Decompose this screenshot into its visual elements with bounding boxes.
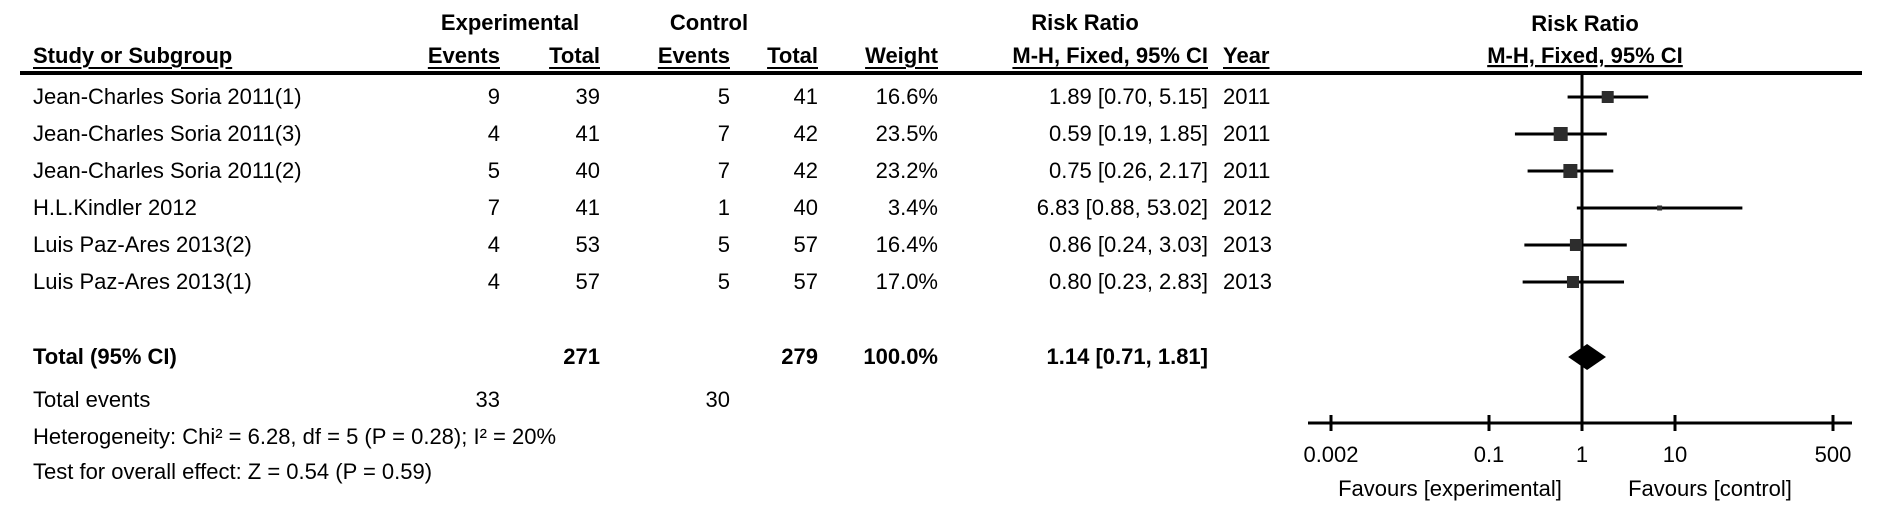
plot-header-risk-ratio: Risk Ratio <box>1531 11 1639 36</box>
overall-effect-line: Test for overall effect: Z = 0.54 (P = 0… <box>33 459 433 484</box>
cell-ctrl-total: 57 <box>793 231 818 257</box>
col-header-ctrl-events: Events <box>657 43 730 68</box>
total-ctrl-total: 279 <box>781 344 818 369</box>
effect-square <box>1601 91 1614 103</box>
cell-exp-total: 41 <box>575 194 600 220</box>
cell-exp-total: 39 <box>575 83 600 109</box>
cell-weight: 17.0% <box>875 268 938 294</box>
cell-exp-total: 40 <box>575 157 600 183</box>
cell-ci: 0.86 [0.24, 3.03] <box>1048 231 1208 257</box>
cell-exp-total: 53 <box>575 231 600 257</box>
favours-control-label: Favours [control] <box>1628 476 1792 501</box>
cell-exp-events: 4 <box>487 268 500 294</box>
cell-ctrl-events: 1 <box>717 194 730 220</box>
cell-weight: 23.5% <box>875 120 938 146</box>
plot-header-mh-ci: M-H, Fixed, 95% CI <box>1487 43 1683 68</box>
cell-ctrl-events: 5 <box>717 231 730 257</box>
header-rule <box>20 71 1862 75</box>
cell-ctrl-events: 7 <box>717 157 730 183</box>
cell-ci: 1.89 [0.70, 5.15] <box>1048 83 1208 109</box>
col-header-exp-events: Events <box>427 43 500 68</box>
total-events-ctrl: 30 <box>705 387 730 412</box>
effect-square <box>1569 239 1582 251</box>
cell-exp-events: 4 <box>487 120 500 146</box>
study-row: Jean-Charles Soria 2011(1) 9 39 5 41 16.… <box>20 78 1290 115</box>
cell-ctrl-total: 40 <box>793 194 818 220</box>
total-exp-total: 271 <box>563 344 600 369</box>
effect-square <box>1657 205 1663 211</box>
group-header-control: Control <box>669 10 749 35</box>
total-ci: 1.14 [0.71, 1.81] <box>1046 344 1208 369</box>
cell-exp-total: 41 <box>575 120 600 146</box>
cell-ci: 0.59 [0.19, 1.85] <box>1048 120 1208 146</box>
axis-tick-label: 0.1 <box>1474 442 1505 467</box>
effect-square <box>1566 276 1579 288</box>
heterogeneity-line: Heterogeneity: Chi² = 6.28, df = 5 (P = … <box>33 424 557 449</box>
cell-study: H.L.Kindler 2012 <box>33 194 197 220</box>
total-label: Total (95% CI) <box>33 344 177 369</box>
favours-experimental-label: Favours [experimental] <box>1338 476 1562 501</box>
cell-weight: 3.4% <box>887 194 938 220</box>
cell-ctrl-total: 42 <box>793 120 818 146</box>
effect-square <box>1553 127 1568 141</box>
cell-year: 2013 <box>1223 231 1272 257</box>
cell-study: Luis Paz-Ares 2013(1) <box>33 268 252 294</box>
cell-ctrl-events: 5 <box>717 83 730 109</box>
cell-weight: 16.6% <box>875 83 938 109</box>
cell-ci: 0.80 [0.23, 2.83] <box>1048 268 1208 294</box>
col-header-exp-total: Total <box>549 43 600 68</box>
column-header-row: Study or Subgroup Events Total Events To… <box>20 40 1290 69</box>
cell-ctrl-events: 5 <box>717 268 730 294</box>
effect-square <box>1563 164 1578 178</box>
study-row: Jean-Charles Soria 2011(2) 5 40 7 42 23.… <box>20 152 1290 189</box>
group-header-risk-ratio: Risk Ratio <box>1031 10 1139 35</box>
group-header-experimental: Experimental <box>440 10 580 35</box>
cell-year: 2012 <box>1223 194 1272 220</box>
cell-study: Luis Paz-Ares 2013(2) <box>33 231 252 257</box>
cell-ctrl-total: 57 <box>793 268 818 294</box>
cell-year: 2011 <box>1223 157 1271 183</box>
axis-tick-label: 500 <box>1815 442 1852 467</box>
pooled-diamond <box>1568 344 1606 370</box>
total-events-label: Total events <box>33 387 151 412</box>
col-header-ctrl-total: Total <box>767 43 818 68</box>
cell-ctrl-total: 42 <box>793 157 818 183</box>
axis-tick-label: 1 <box>1576 442 1588 467</box>
cell-ci: 0.75 [0.26, 2.17] <box>1048 157 1208 183</box>
cell-ci: 6.83 [0.88, 53.02] <box>1036 194 1208 220</box>
col-header-weight: Weight <box>865 43 938 68</box>
cell-exp-events: 9 <box>487 83 500 109</box>
cell-ctrl-total: 41 <box>793 83 818 109</box>
cell-year: 2011 <box>1223 83 1271 109</box>
col-header-year: Year <box>1223 43 1270 68</box>
cell-ctrl-events: 7 <box>717 120 730 146</box>
axis-tick-label: 0.002 <box>1303 442 1358 467</box>
total-events-row: Total events 33 30 <box>20 381 1290 419</box>
study-row: Luis Paz-Ares 2013(2) 4 53 5 57 16.4% 0.… <box>20 226 1290 263</box>
col-header-mh-ci: M-H, Fixed, 95% CI <box>1012 43 1208 68</box>
cell-study: Jean-Charles Soria 2011(3) <box>33 120 302 146</box>
cell-year: 2013 <box>1223 268 1272 294</box>
cell-exp-events: 4 <box>487 231 500 257</box>
total-weight: 100.0% <box>863 344 938 369</box>
cell-year: 2011 <box>1223 120 1271 146</box>
cell-study: Jean-Charles Soria 2011(1) <box>33 83 302 109</box>
cell-exp-events: 7 <box>487 194 500 220</box>
study-row: Jean-Charles Soria 2011(3) 4 41 7 42 23.… <box>20 115 1290 152</box>
total-row: Total (95% CI) 271 279 100.0% 1.14 [0.71… <box>20 338 1290 376</box>
cell-exp-events: 5 <box>487 157 500 183</box>
cell-exp-total: 57 <box>575 268 600 294</box>
study-row: Luis Paz-Ares 2013(1) 4 57 5 57 17.0% 0.… <box>20 263 1290 300</box>
axis-tick-label: 10 <box>1663 442 1687 467</box>
col-header-study: Study or Subgroup <box>33 43 233 68</box>
cell-weight: 16.4% <box>875 231 938 257</box>
cell-study: Jean-Charles Soria 2011(2) <box>33 157 302 183</box>
cell-weight: 23.2% <box>875 157 938 183</box>
total-events-exp: 33 <box>475 387 500 412</box>
study-row: H.L.Kindler 2012 7 41 1 40 3.4% 6.83 [0.… <box>20 189 1290 226</box>
